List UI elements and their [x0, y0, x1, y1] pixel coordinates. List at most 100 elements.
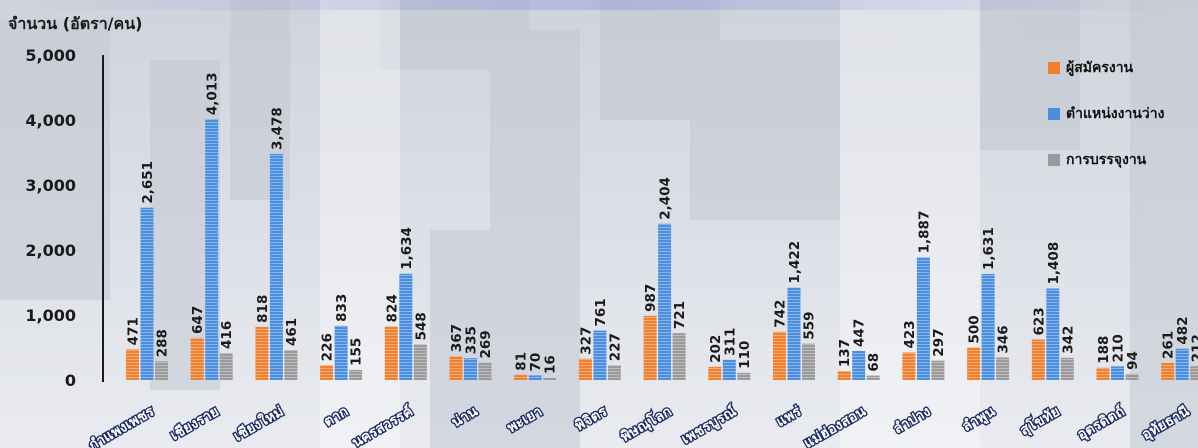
header-title-strip [0, 0, 1198, 10]
bar-value-label: 559 [802, 311, 818, 339]
bar-value-label: 288 [155, 329, 171, 357]
bar [219, 352, 233, 380]
bar-value-label: 548 [413, 312, 429, 340]
bar [543, 378, 557, 380]
bar-value-label: 482 [1175, 316, 1191, 344]
category-label: สุโขทัย [1016, 402, 1062, 439]
bar-value-label: 297 [931, 329, 947, 357]
category-label: พะเยา [505, 404, 546, 437]
legend: ผู้สมัครงาน ตำแหน่งงานว่าง การบรรจุงาน [1048, 58, 1164, 196]
bar [967, 347, 981, 380]
category-label: แม่ฮ่องสอน [801, 403, 869, 448]
bar [902, 352, 916, 380]
bar [1125, 373, 1139, 380]
bar-value-label: 647 [190, 306, 206, 334]
bar [643, 315, 657, 380]
bar-value-label: 3,478 [269, 107, 285, 150]
legend-label-applicants: ผู้สมัครงาน [1066, 60, 1134, 76]
bar-value-label: 500 [967, 315, 983, 343]
category-label: นครสวรรค์ [349, 403, 416, 448]
y-axis-title: จำนวน (อัตรา/คน) [8, 14, 143, 33]
bar [1190, 366, 1198, 380]
bar-value-label: 227 [607, 333, 623, 361]
bar [722, 359, 736, 380]
y-tick-label: 3,000 [25, 176, 76, 195]
bar [478, 362, 492, 380]
y-tick-label: 4,000 [25, 111, 76, 130]
bar-value-label: 833 [334, 294, 350, 322]
bar [255, 326, 269, 380]
category-label: เชียงราย [168, 404, 222, 444]
bar [528, 375, 542, 380]
bar [996, 357, 1010, 380]
category-label: กำแพงเพชร [86, 403, 157, 448]
bar-value-label: 212 [1190, 334, 1198, 362]
category-label: เชียงใหม่ [230, 402, 286, 445]
bar [126, 349, 139, 380]
category-label: ลำปาง [891, 404, 934, 438]
bar-value-label: 1,887 [916, 211, 932, 254]
category-label: น่าน [449, 403, 481, 431]
bar-value-label: 367 [449, 324, 465, 352]
category-label: ลำพูน [960, 403, 999, 435]
bar [1031, 339, 1045, 380]
bar-value-label: 155 [349, 338, 365, 366]
legend-swatch-vacancies [1048, 108, 1060, 120]
y-tick-label: 2,000 [25, 241, 76, 260]
bar [916, 257, 930, 380]
bar-value-label: 2,651 [140, 161, 156, 204]
bar [981, 273, 995, 380]
bar-value-label: 623 [1031, 307, 1047, 335]
bar [1175, 348, 1189, 380]
bar [866, 375, 880, 380]
category-label: อุทัยธานี [1139, 403, 1192, 443]
bar [320, 365, 334, 380]
legend-item-applicants: ผู้สมัครงาน [1048, 58, 1164, 78]
category-label: แพร่ [774, 403, 805, 430]
category-label: อุตรดิตถ์ [1074, 403, 1127, 444]
bar [155, 361, 168, 380]
bar-value-label: 81 [514, 352, 530, 371]
legend-label-placements: การบรรจุงาน [1066, 152, 1147, 168]
bar-value-label: 721 [672, 301, 688, 329]
bar [464, 358, 477, 380]
bar [334, 325, 348, 380]
legend-swatch-applicants [1048, 62, 1060, 74]
category-label: เพชรบูรณ์ [678, 403, 739, 448]
bar-value-label: 188 [1096, 336, 1112, 364]
bar [1060, 357, 1074, 380]
bar [802, 343, 815, 380]
y-tick-label: 0 [65, 371, 76, 390]
category-label: ตาก [321, 404, 351, 431]
bar [773, 331, 786, 380]
bar-value-label: 447 [852, 319, 868, 347]
bar-value-label: 342 [1060, 326, 1076, 354]
bar-value-label: 68 [866, 353, 882, 372]
bar-value-label: 461 [284, 318, 300, 346]
bar [1161, 363, 1175, 380]
bar-value-label: 311 [722, 328, 738, 356]
bar [384, 326, 398, 380]
bar-value-label: 742 [773, 300, 789, 328]
bar [284, 350, 298, 380]
bar-value-label: 137 [837, 339, 853, 367]
bar [737, 372, 751, 380]
bar [672, 333, 686, 380]
bar-value-label: 327 [578, 327, 594, 355]
bar [205, 119, 219, 380]
legend-label-vacancies: ตำแหน่งงานว่าง [1066, 106, 1165, 122]
legend-item-placements: การบรรจุงาน [1048, 150, 1164, 170]
bar [607, 365, 621, 380]
bar [1111, 366, 1124, 380]
bar [449, 356, 463, 380]
bar-value-label: 226 [320, 333, 336, 361]
bar-value-label: 4,013 [205, 72, 221, 115]
bar [708, 366, 722, 380]
bar [269, 153, 283, 380]
bar-value-label: 1,422 [787, 241, 803, 284]
bar [349, 369, 363, 380]
bar-value-label: 471 [126, 317, 142, 345]
bar-value-label: 261 [1161, 331, 1177, 359]
bar-value-label: 335 [464, 326, 480, 354]
